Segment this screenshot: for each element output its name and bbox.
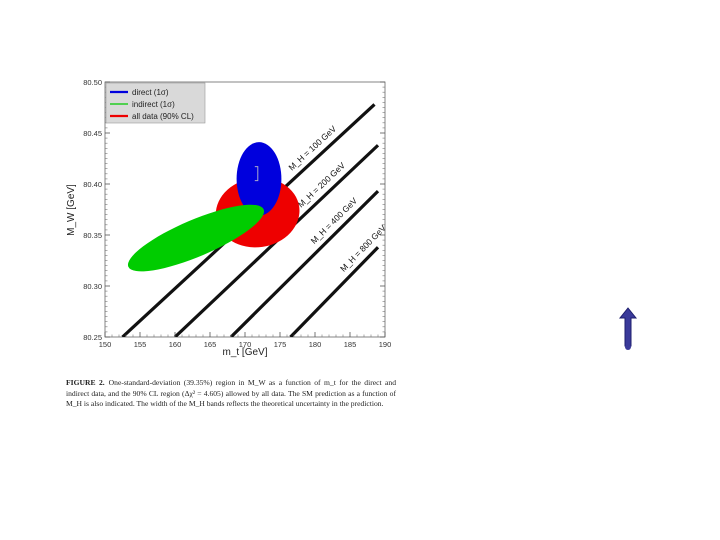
caption-text: One-standard-deviation (39.35%) region i… <box>66 378 396 408</box>
region-indirect <box>127 204 265 272</box>
x-tick-label: 170 <box>239 340 252 349</box>
x-tick-label: 155 <box>134 340 147 349</box>
y-tick-label: 80.30 <box>83 282 102 291</box>
up-arrow-icon[interactable] <box>618 306 638 352</box>
x-tick-label: 190 <box>379 340 392 349</box>
higgs-band-4 <box>289 246 380 337</box>
legend-label: direct (1σ) <box>132 88 169 97</box>
figure-caption: FIGURE 2. One-standard-deviation (39.35%)… <box>66 378 396 410</box>
x-tick-label: 160 <box>169 340 182 349</box>
higgs-band-3 <box>229 190 380 337</box>
x-tick-label: 180 <box>309 340 322 349</box>
region-direct <box>236 142 282 216</box>
x-tick-label: 165 <box>204 340 217 349</box>
legend: direct (1σ) indirect (1σ) all data (90% CL… <box>105 82 206 124</box>
x-tick-label: 175 <box>274 340 287 349</box>
legend-label: indirect (1σ) <box>132 100 175 109</box>
legend-label: all data (90% CL) <box>132 112 194 121</box>
y-tick-label: 80.25 <box>83 333 102 342</box>
y-tick-label: 80.50 <box>83 78 102 87</box>
y-tick-label: 80.40 <box>83 180 102 189</box>
x-axis-label: m_t [GeV] <box>222 347 267 358</box>
x-tick-label: 185 <box>344 340 357 349</box>
x-tick-label: 150 <box>99 340 112 349</box>
y-tick-label: 80.35 <box>83 231 102 240</box>
direct-marker <box>254 166 259 182</box>
y-axis-label: M_W [GeV] <box>66 184 77 236</box>
caption-label: FIGURE 2. <box>66 378 105 387</box>
y-tick-label: 80.45 <box>83 129 102 138</box>
